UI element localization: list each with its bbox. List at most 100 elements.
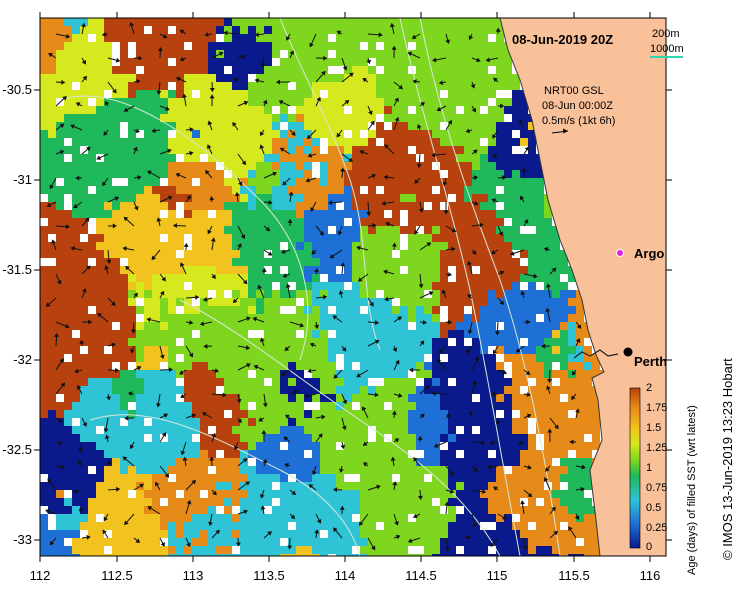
sst-cell <box>80 338 88 346</box>
sst-cell <box>176 114 184 122</box>
sst-cell <box>336 370 344 378</box>
current-scale-label: 0.5m/s (1kt 6h) <box>542 115 616 127</box>
sst-cell <box>440 330 448 338</box>
sst-cell <box>376 98 384 106</box>
sst-cell <box>256 314 264 322</box>
sst-cell <box>416 530 424 538</box>
sst-cell <box>528 338 536 346</box>
sst-cell <box>112 154 120 162</box>
sst-cell <box>200 250 208 258</box>
sst-cell <box>368 338 376 346</box>
sst-cell <box>320 338 328 346</box>
sst-cell <box>552 434 560 442</box>
sst-cell <box>432 514 440 522</box>
sst-cell <box>552 266 560 274</box>
sst-cell <box>448 394 456 402</box>
sst-cell <box>192 194 200 202</box>
sst-cell <box>256 274 264 282</box>
sst-cell <box>488 418 496 426</box>
sst-cell <box>352 130 360 138</box>
sst-cell <box>480 90 488 98</box>
sst-cell <box>448 386 456 394</box>
sst-cell <box>40 138 48 146</box>
sst-cell <box>464 418 472 426</box>
sst-cell <box>416 458 424 466</box>
sst-cell <box>336 122 344 130</box>
sst-cell <box>352 466 360 474</box>
current-arrow <box>70 124 83 131</box>
sst-cell <box>512 98 520 106</box>
sst-cell <box>48 434 56 442</box>
sst-cell <box>136 474 144 482</box>
sst-cell <box>472 130 480 138</box>
sst-cell <box>144 234 152 242</box>
sst-cell <box>424 394 432 402</box>
sst-cell <box>176 82 184 90</box>
sst-cell <box>376 170 384 178</box>
sst-cell <box>240 74 248 82</box>
current-arrow <box>393 316 402 323</box>
sst-cell <box>304 522 312 530</box>
sst-cell <box>72 74 80 82</box>
sst-cell <box>536 266 544 274</box>
sst-cell <box>448 290 456 298</box>
sst-cell <box>264 394 272 402</box>
sst-cell <box>48 490 56 498</box>
sst-cell <box>184 106 192 114</box>
sst-cell <box>160 442 168 450</box>
sst-cell <box>40 458 48 466</box>
sst-cell <box>72 466 80 474</box>
sst-cell <box>288 410 296 418</box>
sst-cell <box>192 362 200 370</box>
sst-cell <box>352 314 360 322</box>
sst-cell <box>408 226 416 234</box>
sst-cell <box>368 162 376 170</box>
sst-cell <box>72 218 80 226</box>
sst-cell <box>248 90 256 98</box>
sst-cell <box>264 210 272 218</box>
sst-cell <box>208 26 216 34</box>
sst-cell <box>160 426 168 434</box>
sst-cell <box>456 330 464 338</box>
sst-cell <box>584 426 592 434</box>
current-arrow <box>234 77 239 83</box>
sst-cell <box>192 346 200 354</box>
current-arrow <box>209 81 215 93</box>
sst-cell <box>448 170 456 178</box>
sst-cell <box>184 274 192 282</box>
sst-cell <box>392 186 400 194</box>
sst-cell <box>192 74 200 82</box>
sst-cell <box>384 162 392 170</box>
sst-cell <box>216 434 224 442</box>
sst-cell <box>440 250 448 258</box>
sst-cell <box>256 506 264 514</box>
sst-cell <box>568 506 576 514</box>
sst-cell <box>528 554 536 556</box>
sst-cell <box>80 546 88 554</box>
sst-cell <box>192 410 200 418</box>
sst-cell <box>48 282 56 290</box>
sst-cell <box>576 426 584 434</box>
sst-cell <box>544 242 552 250</box>
sst-cell <box>456 50 464 58</box>
sst-cell <box>496 218 504 226</box>
sst-cell <box>312 26 320 34</box>
sst-cell <box>352 426 360 434</box>
sst-cell <box>112 314 120 322</box>
sst-cell <box>464 354 472 362</box>
sst-cell <box>304 90 312 98</box>
sst-cell <box>336 34 344 42</box>
sst-cell <box>256 258 264 266</box>
sst-cell <box>224 474 232 482</box>
sst-cell <box>40 74 48 82</box>
sst-cell <box>408 482 416 490</box>
sst-cell <box>40 242 48 250</box>
sst-cell <box>184 362 192 370</box>
current-arrow <box>339 465 344 473</box>
current-arrow <box>495 321 500 336</box>
sst-cell <box>360 234 368 242</box>
sst-cell <box>480 130 488 138</box>
sst-cell <box>104 122 112 130</box>
sst-cell <box>376 178 384 186</box>
sst-cell <box>216 178 224 186</box>
